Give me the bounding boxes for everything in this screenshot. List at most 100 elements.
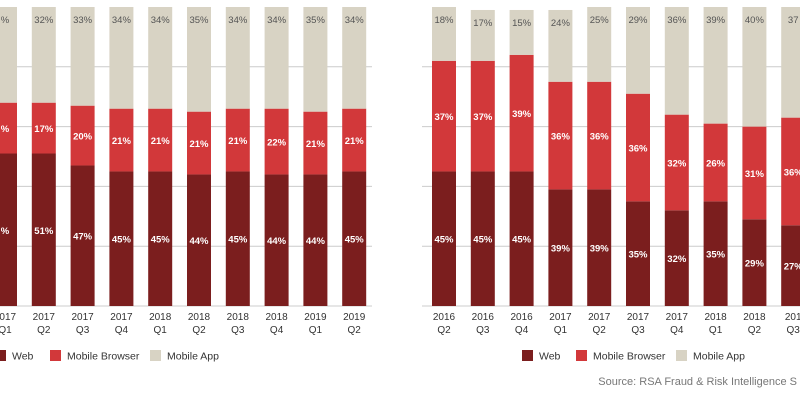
right-bar-mobile-app	[509, 9, 534, 55]
right-bar-mobile-app	[548, 9, 573, 82]
right-bar-mobile-browser	[432, 60, 456, 172]
right-tick-year: 2017	[588, 312, 611, 323]
left-data-label: 45%	[345, 235, 365, 246]
right-legend-label-mobile-browser: Mobile Browser	[593, 351, 666, 363]
left-data-label: 44%	[189, 236, 209, 247]
right-bar-mobile-browser	[626, 93, 650, 202]
left-data-label: 35%	[306, 15, 326, 26]
right-bar-mobile-app	[703, 7, 728, 124]
left-data-label: 17%	[34, 124, 54, 135]
right-data-label: 15%	[512, 18, 532, 29]
right-tick-year: 2016	[433, 312, 456, 323]
right-bar-mobile-browser	[703, 123, 728, 202]
right-data-label: 26%	[706, 158, 726, 169]
right-data-label: 37%	[434, 112, 454, 123]
right-bar-mobile-app	[470, 9, 495, 61]
left-bar-web	[187, 174, 211, 306]
right-data-label: 18%	[434, 15, 454, 26]
left-bar-mobile-app	[148, 7, 173, 109]
left-data-label: 47%	[73, 232, 93, 243]
right-tick-year: 201	[785, 312, 800, 323]
left-tick-year: 2017	[0, 312, 17, 323]
left-tick-year: 2018	[227, 312, 250, 323]
left-data-label: 22%	[267, 138, 287, 149]
left-tick-quarter: Q3	[76, 325, 90, 336]
right-bar-mobile-browser	[781, 117, 800, 226]
right-data-label: 36%	[784, 167, 800, 178]
right-bar-mobile-browser	[664, 114, 689, 211]
right-bar-mobile-browser	[548, 81, 573, 190]
right-data-label: 36%	[590, 132, 610, 143]
right-tick-year: 2017	[666, 312, 689, 323]
right-data-label: 31%	[745, 169, 765, 180]
right-data-label: 29%	[628, 15, 648, 26]
right-bar-web	[587, 189, 612, 306]
left-legend-swatch-mobile-browser	[50, 350, 61, 361]
right-bar-web	[626, 201, 650, 306]
right-tick-quarter: Q3	[631, 325, 645, 336]
right-bar-web	[703, 201, 728, 306]
left-bar-web	[0, 153, 17, 306]
right-data-label: 25%	[590, 15, 610, 26]
right-tick-year: 2018	[704, 312, 727, 323]
left-data-label: 44%	[267, 236, 287, 247]
left-data-label: 21%	[112, 136, 132, 147]
left-data-label: 34%	[267, 15, 287, 26]
left-tick-year: 2019	[343, 312, 366, 323]
left-data-label: 34%	[112, 15, 132, 26]
left-bar-web	[109, 171, 134, 306]
left-tick-quarter: Q3	[231, 325, 245, 336]
left-tick-year: 2018	[188, 312, 211, 323]
right-bar-web	[742, 219, 767, 306]
right-tick-quarter: Q4	[670, 325, 684, 336]
right-data-label: 36%	[667, 15, 687, 26]
right-bar-web	[548, 189, 573, 306]
right-bar-mobile-browser	[470, 60, 495, 172]
left-bar-mobile-app	[109, 7, 134, 109]
left-bar-mobile-app	[70, 7, 95, 106]
left-bar-web	[303, 174, 328, 306]
left-data-label: 21%	[151, 136, 171, 147]
left-bar-web	[342, 171, 367, 306]
right-data-label: 36%	[551, 132, 571, 143]
right-data-label: 39%	[551, 244, 571, 255]
left-bar-mobile-browser	[31, 102, 56, 154]
left-data-label: 35%	[189, 15, 209, 26]
left-bar-mobile-browser	[264, 108, 289, 175]
left-data-label: 33%	[73, 15, 93, 26]
left-data-label: 34%	[151, 15, 171, 26]
left-data-label: 21%	[228, 136, 248, 147]
right-data-label: 35%	[628, 250, 648, 261]
left-tick-quarter: Q1	[0, 325, 12, 336]
left-bar-mobile-app	[187, 7, 211, 112]
left-data-label: 44%	[306, 236, 326, 247]
left-data-label: 21%	[345, 136, 365, 147]
right-tick-year: 2018	[743, 312, 766, 323]
left-bar-web	[264, 174, 289, 306]
source-note: Source: RSA Fraud & Risk Intelligence S	[598, 376, 797, 388]
left-data-label: 45%	[112, 235, 132, 246]
left-bar-web	[31, 153, 56, 306]
right-legend-label-web: Web	[539, 351, 561, 363]
right-legend-swatch-mobile-browser	[576, 350, 587, 361]
left-chart: %%% 2017 Q1 51% 17% 32% 2017 Q2 47% 20% 33% 2017 Q3 4…	[0, 7, 372, 363]
right-tick-quarter: Q2	[593, 325, 607, 336]
left-bar-mobile-browser	[0, 102, 17, 154]
right-tick-quarter: Q3	[476, 325, 490, 336]
right-data-label: 39%	[706, 15, 726, 26]
right-tick-year: 2017	[627, 312, 650, 323]
right-data-label: 39%	[590, 244, 610, 255]
right-bar-mobile-browser	[587, 81, 612, 190]
left-bar-web	[70, 165, 95, 306]
right-bar-mobile-app	[587, 7, 612, 82]
left-tick-year: 2017	[71, 312, 94, 323]
left-data-label: 34%	[228, 15, 248, 26]
right-data-label: 35%	[706, 250, 726, 261]
right-data-label: 36%	[628, 144, 648, 155]
left-legend-label-web: Web	[12, 351, 34, 363]
left-data-label: 34%	[345, 15, 365, 26]
left-bar-mobile-browser	[109, 108, 134, 172]
right-bar-web	[664, 210, 689, 306]
right-chart: 45% 37% 18% 2016 Q2 45% 37% 17% 2016 Q3 45% 39% 15% 2…	[422, 7, 800, 363]
left-tick-year: 2017	[33, 312, 56, 323]
